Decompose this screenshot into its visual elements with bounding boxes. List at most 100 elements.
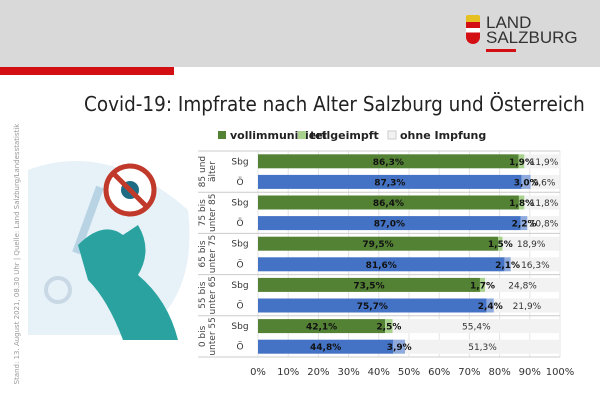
x-tick-label: 90%	[519, 367, 541, 378]
row-label: Ö	[236, 218, 243, 229]
full-vaccinated-bar	[258, 257, 505, 272]
partial-vaccinated-bar	[518, 154, 525, 169]
row-label: Ö	[236, 259, 243, 270]
row-label: Sbg	[231, 322, 248, 332]
partial-vaccinated-bar	[393, 339, 406, 354]
row-label: Sbg	[231, 240, 248, 250]
value-label: 42,1%	[306, 323, 337, 333]
x-tick-label: 100%	[546, 367, 575, 378]
value-label: 86,4%	[373, 199, 404, 209]
partial-vaccinated-bar	[498, 236, 503, 251]
value-label: 2,2%	[512, 220, 537, 230]
row-label: Ö	[236, 342, 243, 353]
partial-vaccinated-bar	[479, 277, 486, 292]
row-label: Ö	[236, 301, 243, 312]
value-label: 51,3%	[468, 343, 497, 353]
value-label: 2,1%	[495, 261, 520, 271]
unvaccinated-bar	[524, 195, 560, 210]
group-label: 55 bis	[198, 281, 208, 309]
land-salzburg-logo: LAND SALZBURG	[466, 13, 586, 55]
group-label: 75 bis	[198, 199, 208, 227]
value-label: 44,8%	[310, 343, 341, 353]
group-label: 85 und	[198, 156, 208, 187]
row-label: Sbg	[231, 281, 248, 291]
x-tick-label: 10%	[277, 367, 299, 378]
page-title: Covid-19: Impfrate nach Alter Salzburg u…	[84, 92, 585, 116]
group-label: 0 bis	[198, 325, 208, 347]
value-label: 21,9%	[513, 302, 542, 312]
partial-vaccinated-bar	[521, 174, 531, 189]
partial-vaccinated-bar	[520, 216, 528, 231]
value-label: 81,6%	[366, 261, 397, 271]
group-label: unter 55	[208, 317, 218, 356]
legend-swatch	[218, 131, 226, 139]
partial-vaccinated-bar	[486, 298, 494, 313]
unvaccinated-bar	[485, 277, 560, 292]
logo-underline	[486, 49, 516, 52]
group-label: unter 75	[208, 235, 218, 274]
value-label: 75,7%	[357, 302, 388, 312]
unvaccinated-bar	[493, 298, 560, 313]
full-vaccinated-bar	[258, 339, 394, 354]
value-label: 11,9%	[530, 158, 559, 168]
vaccination-illustration	[28, 161, 190, 340]
x-tick-label: 70%	[458, 367, 480, 378]
header-accent-bar	[0, 67, 174, 75]
partial-vaccinated-bar	[385, 319, 393, 334]
legend-swatch	[298, 131, 306, 139]
value-label: 55,4%	[462, 323, 491, 333]
x-tick-label: 50%	[398, 367, 420, 378]
unvaccinated-bar	[405, 339, 560, 354]
full-vaccinated-bar	[258, 174, 522, 189]
legend-swatch	[387, 130, 397, 140]
value-label: 3,9%	[387, 343, 412, 353]
logo-line-1: LAND	[486, 13, 532, 32]
unvaccinated-bar	[527, 216, 560, 231]
value-label: 10,8%	[530, 220, 559, 230]
value-label: 11,8%	[530, 199, 559, 209]
full-vaccinated-bar	[258, 277, 480, 292]
x-tick-label: 20%	[307, 367, 329, 378]
legend-label: teilgeimpft	[310, 129, 379, 142]
full-vaccinated-bar	[258, 195, 519, 210]
value-label: 16,3%	[521, 261, 550, 271]
group-label: unter 85	[208, 194, 218, 233]
value-label: 3,0%	[514, 178, 539, 188]
value-label: 1,7%	[470, 281, 495, 291]
partial-vaccinated-bar	[518, 195, 525, 210]
row-label: Sbg	[231, 157, 248, 167]
full-vaccinated-bar	[258, 216, 521, 231]
group-label: 65 bis	[198, 240, 208, 268]
unvaccinated-bar	[530, 174, 560, 189]
value-label: 86,3%	[373, 158, 404, 168]
value-label: 18,9%	[517, 240, 546, 250]
partial-vaccinated-bar	[504, 257, 511, 272]
logo-text: LAND SALZBURG	[486, 13, 578, 46]
value-label: 1,5%	[488, 240, 513, 250]
value-label: 9,6%	[533, 178, 556, 188]
full-vaccinated-bar	[258, 298, 487, 313]
unvaccinated-bar	[524, 154, 561, 169]
x-tick-label: 40%	[368, 367, 390, 378]
unvaccinated-bar	[510, 257, 560, 272]
legend-label: ohne Impfung	[400, 129, 486, 142]
full-vaccinated-bar	[258, 236, 499, 251]
gear-icon	[44, 276, 72, 304]
value-label: 1,8%	[509, 199, 534, 209]
full-vaccinated-bar	[258, 154, 519, 169]
group-label: unter 65	[208, 276, 218, 315]
syringe-icon	[72, 185, 104, 255]
gloved-hand-icon	[78, 225, 178, 340]
x-tick-label: 60%	[428, 367, 450, 378]
value-label: 1,9%	[509, 158, 534, 168]
row-label: Ö	[236, 177, 243, 188]
unvaccinated-bar	[502, 236, 560, 251]
value-label: 79,5%	[362, 240, 393, 250]
value-label: 24,8%	[508, 281, 537, 291]
header-band	[0, 0, 600, 67]
unvaccinated-bar	[392, 319, 560, 334]
row-label: Sbg	[231, 199, 248, 209]
value-label: 2,5%	[376, 323, 401, 333]
prohibition-stroke	[112, 172, 148, 208]
